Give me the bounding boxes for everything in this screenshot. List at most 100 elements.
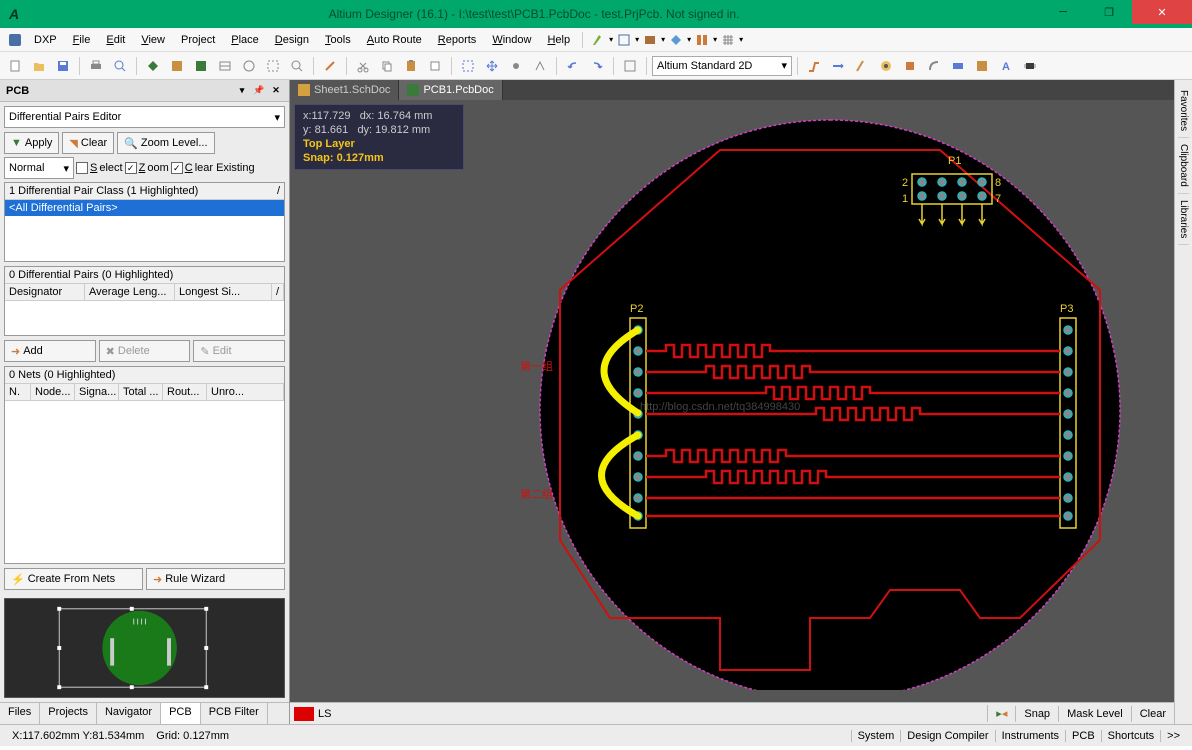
t12[interactable]	[851, 55, 873, 77]
t14[interactable]	[971, 55, 993, 77]
list1-item[interactable]: <All Differential Pairs>	[5, 200, 284, 216]
col-designator[interactable]: Designator	[5, 284, 85, 300]
apply-button[interactable]: ▼Apply	[4, 132, 59, 154]
t2[interactable]	[166, 55, 188, 77]
tool-icon-2[interactable]	[614, 30, 634, 50]
preview-button[interactable]	[109, 55, 131, 77]
menu-place[interactable]: Place	[223, 31, 267, 49]
undo-button[interactable]	[562, 55, 584, 77]
view-mode-select[interactable]: Altium Standard 2D	[652, 56, 792, 76]
status-instruments[interactable]: Instruments	[995, 730, 1065, 742]
tab-projects[interactable]: Projects	[40, 703, 97, 724]
col-n[interactable]: N.	[5, 384, 31, 400]
menu-autoroute[interactable]: Auto Route	[359, 31, 430, 49]
status-compiler[interactable]: Design Compiler	[900, 730, 994, 742]
select-button[interactable]	[457, 55, 479, 77]
clipboard-tab[interactable]: Clipboard	[1178, 138, 1189, 194]
zoom-area-button[interactable]	[286, 55, 308, 77]
favorites-tab[interactable]: Favorites	[1178, 84, 1189, 138]
zoom-checkbox[interactable]: ✓Zoom	[125, 162, 169, 174]
zoom-level-button[interactable]: 🔍Zoom Level...	[117, 132, 214, 154]
panel-close-icon[interactable]: ✕	[269, 84, 283, 98]
t9[interactable]	[529, 55, 551, 77]
status-pcb[interactable]: PCB	[1065, 730, 1101, 742]
menu-window[interactable]: Window	[484, 31, 539, 49]
panel-pin-icon[interactable]: 📌	[252, 84, 266, 98]
cut-button[interactable]	[352, 55, 374, 77]
tab-navigator[interactable]: Navigator	[97, 703, 161, 724]
fill-button[interactable]	[947, 55, 969, 77]
maximize-button[interactable]: ❐	[1086, 0, 1132, 24]
route-button[interactable]	[803, 55, 825, 77]
close-button[interactable]: ✕	[1132, 0, 1192, 24]
tool-icon-6[interactable]	[718, 30, 738, 50]
snap-button[interactable]: Snap	[1015, 706, 1058, 722]
col-total[interactable]: Total ...	[119, 384, 163, 400]
string-button[interactable]: A	[995, 55, 1017, 77]
col-unro[interactable]: Unro...	[207, 384, 284, 400]
clear-existing-checkbox[interactable]: ✓Clear Existing	[171, 162, 255, 174]
delete-button[interactable]: ✖Delete	[99, 340, 191, 362]
toggle-icon[interactable]: ▸◂	[987, 705, 1015, 722]
editor-select[interactable]: Differential Pairs Editor	[4, 106, 285, 128]
t4[interactable]	[214, 55, 236, 77]
t1[interactable]	[142, 55, 164, 77]
pairs-list[interactable]: 0 Differential Pairs (0 Highlighted) Des…	[4, 266, 285, 336]
redo-button[interactable]	[586, 55, 608, 77]
tool-icon-5[interactable]	[692, 30, 712, 50]
rule-wizard-button[interactable]: ➜Rule Wizard	[146, 568, 285, 590]
col-rout[interactable]: Rout...	[163, 384, 207, 400]
tool-icon-1[interactable]	[588, 30, 608, 50]
print-button[interactable]	[85, 55, 107, 77]
mode-select[interactable]: Normal	[4, 157, 74, 179]
new-button[interactable]	[4, 55, 26, 77]
libraries-tab[interactable]: Libraries	[1178, 194, 1189, 245]
tool-icon-3[interactable]	[640, 30, 660, 50]
dxp-icon[interactable]	[5, 30, 25, 50]
menu-view[interactable]: View	[133, 31, 173, 49]
menu-reports[interactable]: Reports	[430, 31, 485, 49]
pair-class-list[interactable]: 1 Differential Pair Class (1 Highlighted…	[4, 182, 285, 262]
t6[interactable]	[319, 55, 341, 77]
dxp-menu[interactable]: DXP	[26, 31, 65, 49]
layer-color-swatch[interactable]	[294, 707, 314, 721]
menu-project[interactable]: Project	[173, 31, 223, 49]
minimize-button[interactable]: ─	[1040, 0, 1086, 24]
t10[interactable]	[619, 55, 641, 77]
status-system[interactable]: System	[851, 730, 901, 742]
t3[interactable]	[190, 55, 212, 77]
status-shortcuts[interactable]: Shortcuts	[1101, 730, 1160, 742]
menu-file[interactable]: File	[65, 31, 99, 49]
save-button[interactable]	[52, 55, 74, 77]
panel-dropdown-icon[interactable]: ▾	[235, 84, 249, 98]
status-more[interactable]: >>	[1160, 730, 1186, 742]
open-button[interactable]	[28, 55, 50, 77]
nets-list[interactable]: 0 Nets (0 Highlighted) N. Node... Signa.…	[4, 366, 285, 564]
menu-design[interactable]: Design	[267, 31, 317, 49]
menu-tools[interactable]: Tools	[317, 31, 359, 49]
arc-button[interactable]	[923, 55, 945, 77]
col-longest[interactable]: Longest Si...	[175, 284, 272, 300]
tool-icon-4[interactable]	[666, 30, 686, 50]
select-checkbox[interactable]: Select	[76, 162, 123, 174]
doctab-sheet1[interactable]: Sheet1.SchDoc	[290, 80, 399, 100]
create-from-nets-button[interactable]: ⚡Create From Nets	[4, 568, 143, 590]
paste-button[interactable]	[400, 55, 422, 77]
col-avglen[interactable]: Average Leng...	[85, 284, 175, 300]
doctab-pcb1[interactable]: PCB1.PcbDoc	[399, 80, 502, 100]
col-signa[interactable]: Signa...	[75, 384, 119, 400]
pcb-canvas[interactable]: x:117.729 dx: 16.764 mm y: 81.661 dy: 19…	[290, 100, 1174, 702]
minimap[interactable]	[4, 598, 285, 698]
menu-help[interactable]: Help	[539, 31, 578, 49]
tab-pcb[interactable]: PCB	[161, 703, 201, 724]
edit-button[interactable]: ✎Edit	[193, 340, 285, 362]
copy-button[interactable]	[376, 55, 398, 77]
tab-pcbfilter[interactable]: PCB Filter	[201, 703, 268, 724]
t8[interactable]	[505, 55, 527, 77]
t13[interactable]	[899, 55, 921, 77]
tab-files[interactable]: Files	[0, 703, 40, 724]
t11[interactable]	[827, 55, 849, 77]
zoom-fit-button[interactable]	[262, 55, 284, 77]
mask-level-button[interactable]: Mask Level	[1058, 706, 1131, 722]
move-button[interactable]	[481, 55, 503, 77]
